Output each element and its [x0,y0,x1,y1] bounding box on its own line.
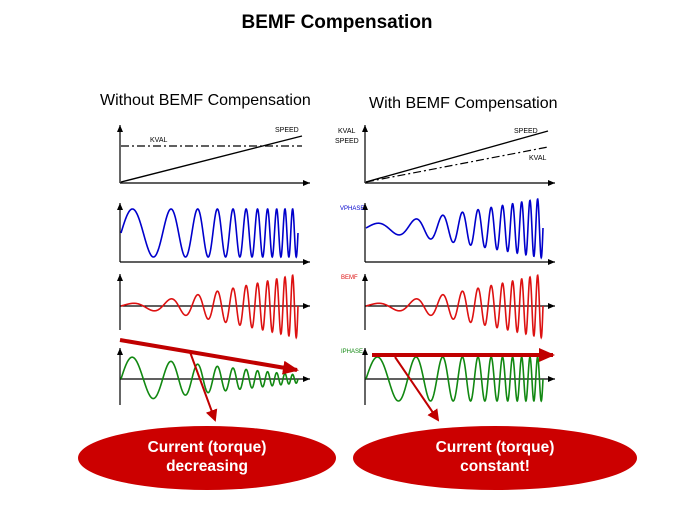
right-iphase-wave [365,355,544,403]
right-pointer-arrow [394,356,440,422]
right-column-heading: With BEMF Compensation [369,95,558,112]
left-pointer-arrow [189,351,218,422]
left-trend-arrow [119,338,299,375]
left-iphase-plot [117,348,310,405]
left-speed-label: SPEED [275,127,299,134]
right-bemf-plot: BEMF [341,273,555,340]
right-callout-line2: constant! [460,458,530,475]
left-bemf-plot [117,273,310,340]
left-iphase-wave [120,356,299,400]
right-callout-ellipse [353,426,637,490]
right-vphase-plot: VPHASE [340,197,555,265]
left-callout-line2: decreasing [166,458,248,475]
page-title: BEMF Compensation [241,12,433,33]
left-vphase-plot [117,203,310,265]
left-callout-ellipse [78,426,336,490]
right-speed-axis-label: SPEED [335,138,359,145]
right-bemf-wave [365,273,544,340]
right-kval-axis-label: KVAL [338,128,355,135]
right-kval-label: KVAL [529,155,546,162]
left-column-heading: Without BEMF Compensation [100,92,311,109]
left-bemf-wave [120,273,299,340]
left-speed-line [120,135,303,183]
left-speed-kval-plot: KVAL SPEED [117,125,310,186]
right-iphase-label: IPHASE [341,349,363,355]
right-speed-label: SPEED [514,128,538,135]
right-callout-text: Current (torque) constant! [353,438,637,476]
right-speed-line [365,130,549,183]
left-callout-line1: Current (torque) [147,439,267,456]
right-vphase-wave [365,197,544,260]
right-bemf-label: BEMF [341,275,358,281]
right-kval-line [365,146,549,183]
left-callout-text: Current (torque) decreasing [78,438,336,476]
right-speed-kval-plot: KVAL SPEED SPEED KVAL [335,125,555,186]
right-callout-line1: Current (torque) [435,439,555,456]
right-iphase-plot: IPHASE [341,348,555,405]
left-kval-label: KVAL [150,137,167,144]
right-vphase-label: VPHASE [340,206,364,212]
left-vphase-wave [120,207,299,259]
